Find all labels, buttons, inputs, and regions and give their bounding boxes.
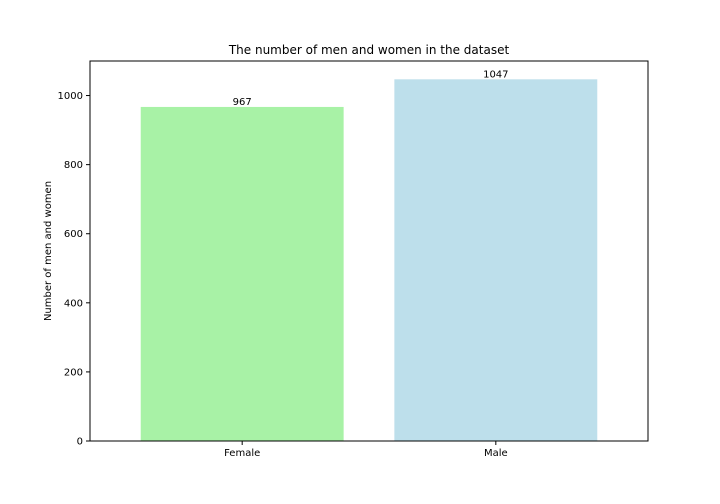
x-axis-ticks: Female Male	[224, 441, 508, 459]
x-tick-label-female: Female	[224, 448, 260, 459]
y-tick-label: 1000	[58, 91, 83, 102]
data-labels-group: 967 1047	[233, 69, 509, 108]
y-tick-label: 0	[77, 437, 83, 448]
x-tick-label-male: Male	[484, 448, 508, 459]
y-tick-label: 600	[64, 229, 83, 240]
bar-male	[394, 79, 598, 442]
data-label-male: 1047	[483, 69, 508, 80]
y-tick-label: 800	[64, 160, 83, 171]
bars-group	[140, 79, 598, 442]
data-label-female: 967	[233, 97, 252, 108]
bar-female	[140, 106, 344, 441]
y-axis-label: Number of men and women	[43, 181, 54, 321]
plot-area-frame	[89, 60, 649, 442]
y-tick-label: 200	[64, 367, 83, 378]
y-tick-label: 400	[64, 298, 83, 309]
y-axis-ticks: 0 200 400 600 800 1000	[58, 91, 90, 448]
chart-title: The number of men and women in the datas…	[228, 43, 510, 57]
